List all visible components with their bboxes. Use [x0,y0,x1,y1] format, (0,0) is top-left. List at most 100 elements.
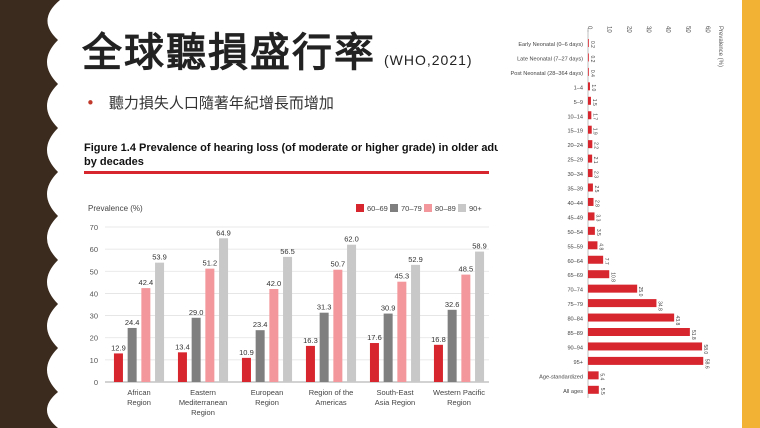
bar [588,111,592,120]
data-label: 10.8 [609,272,615,282]
x-tick-label: African [127,388,150,397]
category-label: All ages [563,389,583,395]
accent-bar [742,0,760,428]
category-label: 55–59 [567,244,583,250]
data-label: 17.6 [367,333,382,342]
bar [588,371,599,380]
bar [588,284,638,293]
category-label: Early Neonatal (0–6 days) [518,42,583,48]
data-label: 1.0 [590,84,596,91]
data-label: 64.9 [216,228,231,237]
category-label: 75–79 [567,302,583,308]
legend-swatch [458,204,466,212]
slide-title: 全球聽損盛行率 [82,30,376,76]
data-label: 16.3 [303,336,318,345]
bar [588,67,589,76]
chart-title: Figure 1.4 Prevalence of hearing loss (o… [84,142,498,168]
data-label: 3.3 [594,214,600,221]
category-label: 40–44 [567,201,583,207]
data-label: 32.6 [445,300,460,309]
data-label: 7.7 [603,258,609,265]
x-tick-label: Asia Region [375,398,415,407]
bar [205,268,215,382]
data-label: 31.3 [317,303,332,312]
category-label: Late Neonatal (7–27 days) [517,56,583,62]
bar [305,345,315,382]
x-tick-label: 50 [684,26,690,33]
data-label: 5.5 [599,388,605,395]
legend-swatch [424,204,432,212]
bar [588,53,589,62]
legend-label: 70–79 [401,204,422,213]
data-label: 25.0 [637,287,643,297]
bar [397,281,407,382]
category-label: 45–49 [567,215,583,221]
x-tick-label: Region [127,398,151,407]
bar [588,270,610,279]
category-label: 70–74 [567,288,583,294]
y-tick-label: 40 [90,289,98,298]
bar [383,313,393,382]
y-tick-label: 30 [90,312,98,321]
x-tick-label: Region [447,398,471,407]
chart-title-line: by decades [84,156,144,168]
bar [588,356,704,365]
data-label: 45.3 [395,272,410,281]
bar [588,169,593,178]
bar [588,212,595,221]
bar [588,328,690,336]
bar [241,357,251,382]
bar [319,312,329,382]
data-label: 3.5 [595,229,601,236]
legend-swatch [356,204,364,212]
data-label: 12.9 [111,343,126,352]
bar [588,140,593,149]
data-label: 58.9 [472,242,487,251]
x-tick-label: 20 [625,26,631,33]
bar [588,226,595,235]
data-label: 0.2 [589,41,595,48]
bar [588,82,590,91]
data-label: 16.8 [431,335,446,344]
bar [588,96,591,105]
data-label: 51.2 [203,259,218,268]
data-label: 10.9 [239,348,254,357]
category-label: 25–29 [567,158,583,164]
y-axis-label: Prevalence (%) [88,204,143,213]
data-label: 52.9 [408,255,423,264]
bar [588,342,703,351]
bar [219,238,229,382]
category-label: 85–89 [567,331,583,337]
bar [269,289,279,382]
slide-subtitle: (WHO,2021) [384,52,473,68]
data-label: 58.0 [702,344,708,354]
chart-title-line: Figure 1.4 Prevalence of hearing loss (o… [84,142,498,154]
data-label: 42.0 [267,279,282,288]
x-tick-label: South-East [376,388,414,397]
legend-label: 80–89 [435,204,456,213]
data-label: 4.8 [597,243,603,250]
category-label: 35–39 [567,187,583,193]
category-label: 90–94 [567,345,583,351]
category-label: 80–84 [567,317,583,323]
decorative-wave-border [0,0,60,428]
x-tick-label: Western Pacific [433,388,485,397]
data-label: 0.2 [589,55,595,62]
bar [113,353,123,382]
bar [461,274,471,382]
x-tick-label: 10 [606,26,612,33]
regional-prevalence-chart: Figure 1.4 Prevalence of hearing loss (o… [78,135,514,428]
bar [447,309,457,382]
bar [588,197,594,206]
data-label: 30.9 [381,304,396,313]
category-label: 95+ [574,360,584,366]
category-label: Age-standardized [539,374,583,380]
category-label: 60–64 [567,259,583,265]
category-label: 50–54 [567,230,583,236]
data-label: 2.1 [592,157,598,164]
data-label: 34.8 [656,301,662,311]
data-label: 1.5 [591,99,597,106]
data-label: 62.0 [344,235,359,244]
data-label: 0.4 [589,70,595,77]
